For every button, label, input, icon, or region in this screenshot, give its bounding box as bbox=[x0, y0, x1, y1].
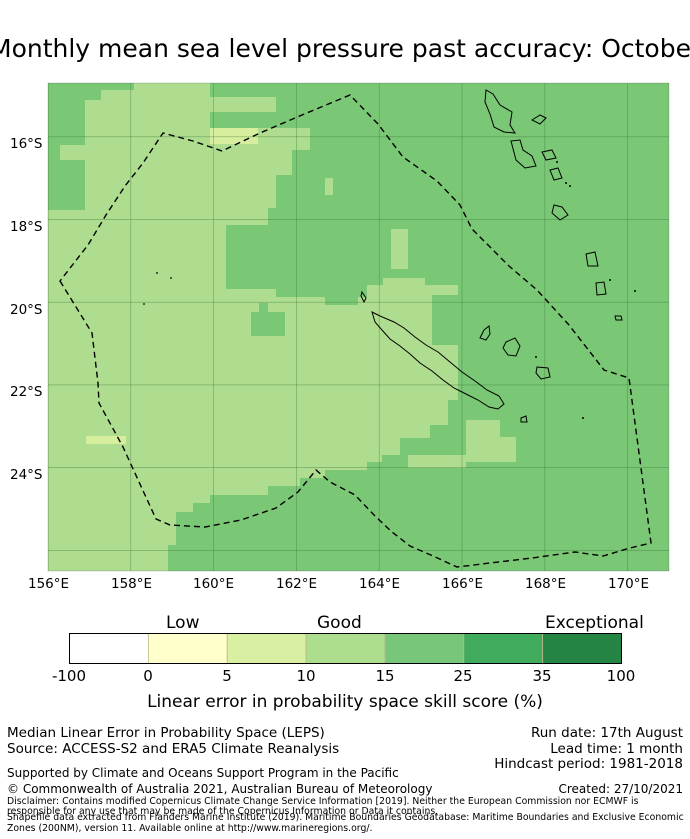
colorbar bbox=[69, 633, 622, 664]
skill-patch bbox=[325, 178, 333, 195]
lat-label: 24°S bbox=[10, 467, 43, 483]
new-caledonia-island bbox=[371, 311, 505, 410]
islet bbox=[565, 182, 567, 184]
colorbar-segment bbox=[147, 633, 228, 664]
colorbar-segment bbox=[463, 633, 544, 664]
lon-label: 164°E bbox=[359, 576, 401, 592]
lead-time: Lead time: 1 month bbox=[550, 741, 683, 757]
skill-patch bbox=[408, 420, 516, 468]
islet bbox=[634, 290, 636, 292]
map-frame bbox=[47, 82, 670, 572]
islet bbox=[360, 290, 367, 304]
lon-label: 158°E bbox=[111, 576, 153, 592]
method-text: Median Linear Error in Probability Space… bbox=[7, 725, 325, 741]
isle-of-pines bbox=[520, 415, 528, 423]
islet bbox=[170, 277, 172, 279]
lon-label: 162°E bbox=[276, 576, 318, 592]
islet bbox=[556, 161, 558, 163]
colorbar-tick: 0 bbox=[143, 667, 153, 685]
colorbar-category-label: Low bbox=[166, 613, 200, 633]
vanuatu-island bbox=[484, 89, 516, 134]
vanuatu-island bbox=[530, 114, 547, 125]
disclaimer-line: Zones (200NM), version 11. Available onl… bbox=[7, 823, 373, 834]
vanuatu-island bbox=[549, 167, 563, 181]
skill-patch bbox=[259, 303, 268, 313]
vanuatu-island bbox=[541, 149, 557, 161]
colorbar-tick: 35 bbox=[532, 667, 552, 685]
eez-boundary bbox=[59, 94, 652, 568]
lat-label: 16°S bbox=[10, 136, 43, 152]
lat-label: 20°S bbox=[10, 302, 43, 318]
lat-label: 22°S bbox=[10, 384, 43, 400]
source-text: Source: ACCESS-S2 and ERA5 Climate Reana… bbox=[7, 741, 340, 757]
lon-label: 160°E bbox=[193, 576, 235, 592]
islet bbox=[609, 279, 611, 281]
skill-patch-fair bbox=[210, 128, 258, 144]
colorbar-segment bbox=[305, 633, 386, 664]
skill-region-better-west bbox=[48, 83, 134, 210]
created-date: Created: 27/10/2021 bbox=[558, 782, 683, 796]
colorbar-segment bbox=[384, 633, 465, 664]
islet bbox=[143, 303, 145, 305]
colorbar-tick: 15 bbox=[375, 667, 395, 685]
colorbar-segment bbox=[69, 633, 149, 664]
hindcast-period: Hindcast period: 1981-2018 bbox=[494, 756, 683, 772]
colorbar-tick: 10 bbox=[296, 667, 316, 685]
loyalty-island bbox=[479, 325, 491, 341]
disclaimer-line: Shapefile data extracted from Flanders M… bbox=[7, 812, 684, 823]
islet bbox=[569, 185, 571, 187]
disclaimer-line: Disclaimer: Contains modified Copernicus… bbox=[7, 796, 639, 807]
vanuatu-island bbox=[510, 139, 537, 169]
colorbar-category-label: Exceptional bbox=[545, 613, 644, 633]
lon-label: 156°E bbox=[28, 576, 70, 592]
disclaimer-line: responsible for any use that may be made… bbox=[7, 806, 439, 817]
colorbar-tick: 25 bbox=[453, 667, 473, 685]
islet bbox=[582, 417, 584, 419]
vanuatu-island bbox=[595, 281, 607, 296]
skill-patch bbox=[391, 229, 408, 269]
lon-label: 168°E bbox=[525, 576, 567, 592]
colorbar-segment bbox=[226, 633, 307, 664]
run-date: Run date: 17th August bbox=[530, 725, 683, 741]
skill-patch-fair bbox=[86, 436, 126, 444]
colorbar-tick: 5 bbox=[222, 667, 232, 685]
islet bbox=[156, 272, 158, 274]
loyalty-island bbox=[535, 366, 551, 380]
map-title: Monthly mean sea level pressure past acc… bbox=[0, 34, 690, 63]
lon-label: 170°E bbox=[608, 576, 650, 592]
islet bbox=[535, 356, 537, 358]
support-text: Supported by Climate and Oceans Support … bbox=[7, 766, 399, 780]
skill-map bbox=[47, 82, 670, 572]
copyright-text: © Commonwealth of Australia 2021, Austra… bbox=[7, 782, 433, 796]
skill-patch bbox=[251, 312, 285, 336]
colorbar-segment bbox=[542, 633, 622, 664]
vanuatu-island bbox=[551, 204, 569, 221]
lat-label: 18°S bbox=[10, 219, 43, 235]
colorbar-tick: 100 bbox=[606, 667, 636, 685]
colorbar-category-label: Good bbox=[317, 613, 362, 633]
colorbar-title: Linear error in probability space skill … bbox=[147, 692, 543, 712]
vanuatu-island bbox=[614, 315, 623, 321]
lon-label: 166°E bbox=[442, 576, 484, 592]
colorbar-tick: -100 bbox=[51, 667, 87, 685]
loyalty-island bbox=[502, 337, 521, 357]
vanuatu-island bbox=[585, 251, 599, 267]
